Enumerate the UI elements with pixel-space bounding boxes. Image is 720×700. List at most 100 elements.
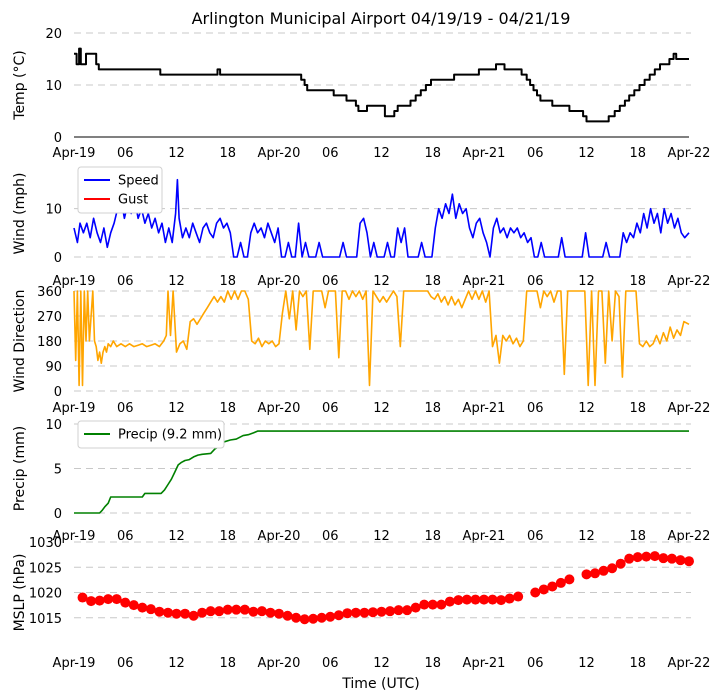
pressure-point bbox=[530, 587, 541, 598]
x-tick-label: Apr-21 bbox=[463, 656, 506, 671]
pressure-point bbox=[547, 581, 558, 592]
y-tick-label: 10 bbox=[45, 203, 62, 218]
x-tick-label: 18 bbox=[424, 146, 441, 161]
pressure-point bbox=[145, 604, 156, 615]
x-tick-label: Apr-21 bbox=[463, 274, 506, 289]
x-tick-label: Apr-20 bbox=[258, 656, 301, 671]
pressure-point bbox=[239, 604, 250, 615]
x-tick-label: 18 bbox=[629, 146, 646, 161]
pressure-point bbox=[77, 592, 88, 603]
pressure-point bbox=[120, 597, 131, 608]
pressure-point bbox=[137, 602, 148, 613]
x-tick-label: 06 bbox=[322, 274, 339, 289]
pressure-point bbox=[581, 569, 592, 580]
x-tick-label: 06 bbox=[117, 146, 134, 161]
x-tick-label: Apr-22 bbox=[668, 401, 711, 416]
y-tick-label: 1020 bbox=[29, 587, 62, 602]
x-tick-label: 12 bbox=[168, 146, 185, 161]
pressure-point bbox=[282, 610, 293, 621]
pressure-point bbox=[188, 610, 199, 621]
x-tick-label: 12 bbox=[578, 529, 595, 544]
x-tick-label: 12 bbox=[373, 401, 390, 416]
pressure-point bbox=[649, 551, 660, 562]
y-axis-label: Temp (°C) bbox=[12, 50, 28, 120]
pressure-point bbox=[291, 612, 302, 623]
pressure-point bbox=[487, 594, 498, 605]
y-tick-label: 0 bbox=[54, 385, 62, 400]
y-tick-label: 10 bbox=[45, 79, 62, 94]
pressure-point bbox=[632, 552, 643, 563]
pressure-point bbox=[128, 600, 139, 611]
y-tick-label: 1030 bbox=[29, 536, 62, 551]
x-tick-label: Apr-19 bbox=[53, 529, 96, 544]
x-tick-label: Apr-21 bbox=[463, 401, 506, 416]
x-tick-label: Apr-19 bbox=[53, 274, 96, 289]
pressure-point bbox=[222, 604, 233, 615]
x-tick-label: Apr-21 bbox=[463, 529, 506, 544]
x-tick-label: 12 bbox=[373, 274, 390, 289]
y-axis-label: Wind (mph) bbox=[12, 173, 28, 255]
x-tick-label: 12 bbox=[168, 274, 185, 289]
pressure-point bbox=[479, 594, 489, 605]
x-tick-label: 06 bbox=[117, 401, 134, 416]
y-tick-label: 0 bbox=[54, 507, 62, 522]
x-tick-label: 18 bbox=[219, 529, 236, 544]
y-tick-label: 90 bbox=[45, 360, 62, 375]
pressure-point bbox=[427, 599, 438, 610]
x-axis-label: Time (UTC) bbox=[341, 676, 419, 692]
x-tick-label: 06 bbox=[527, 529, 544, 544]
x-tick-label: 06 bbox=[527, 656, 544, 671]
x-tick-label: 18 bbox=[629, 401, 646, 416]
pressure-point bbox=[513, 591, 524, 602]
series-line-temp bbox=[74, 47, 689, 123]
x-tick-label: 12 bbox=[578, 146, 595, 161]
pressure-point bbox=[111, 594, 122, 605]
pressure-point bbox=[590, 568, 601, 579]
series-line-speed bbox=[73, 178, 690, 258]
pressure-point bbox=[419, 599, 430, 610]
panel-direction: 0 90 180 270 360 Wind Direction Apr-19 06 12 18 Ap… bbox=[12, 285, 710, 416]
y-tick-label: 10 bbox=[45, 418, 62, 433]
figure-title: Arlington Municipal Airport 04/19/19 - 0… bbox=[192, 9, 571, 28]
x-tick-label: 06 bbox=[322, 529, 339, 544]
x-tick-label: 18 bbox=[629, 656, 646, 671]
pressure-point bbox=[658, 553, 669, 564]
x-tick-label: 12 bbox=[373, 146, 390, 161]
legend-label: Speed bbox=[118, 174, 159, 189]
pressure-point bbox=[555, 577, 566, 588]
legend-label: Gust bbox=[118, 193, 148, 208]
x-tick-label: 12 bbox=[168, 529, 185, 544]
pressure-point bbox=[248, 606, 259, 617]
pressure-point bbox=[376, 606, 387, 617]
x-tick-label: 06 bbox=[527, 401, 544, 416]
pressure-point bbox=[299, 614, 310, 625]
x-tick-label: 18 bbox=[219, 656, 236, 671]
pressure-point bbox=[666, 553, 677, 564]
x-tick-label: Apr-19 bbox=[53, 656, 96, 671]
x-tick-label: 12 bbox=[168, 401, 185, 416]
x-tick-label: Apr-20 bbox=[258, 401, 301, 416]
pressure-point bbox=[162, 607, 173, 618]
x-tick-label: 18 bbox=[424, 656, 441, 671]
pressure-point bbox=[624, 553, 635, 564]
x-tick-label: 12 bbox=[168, 656, 185, 671]
pressure-point bbox=[256, 606, 267, 617]
pressure-point bbox=[385, 606, 396, 617]
pressure-point bbox=[197, 607, 208, 618]
pressure-point bbox=[274, 608, 284, 619]
x-tick-label: Apr-22 bbox=[668, 146, 711, 161]
x-tick-label: 12 bbox=[373, 529, 390, 544]
y-tick-label: 0 bbox=[54, 251, 62, 266]
x-tick-label: 18 bbox=[424, 529, 441, 544]
pressure-point bbox=[675, 555, 686, 566]
x-tick-label: 18 bbox=[629, 274, 646, 289]
x-tick-label: 18 bbox=[219, 146, 236, 161]
pressure-point bbox=[538, 584, 549, 595]
y-tick-label: 0 bbox=[54, 131, 62, 146]
pressure-point bbox=[214, 606, 225, 617]
pressure-point bbox=[564, 574, 575, 585]
series-line-precip bbox=[74, 430, 689, 514]
x-tick-label: Apr-19 bbox=[53, 401, 96, 416]
y-tick-label: 360 bbox=[37, 285, 62, 300]
